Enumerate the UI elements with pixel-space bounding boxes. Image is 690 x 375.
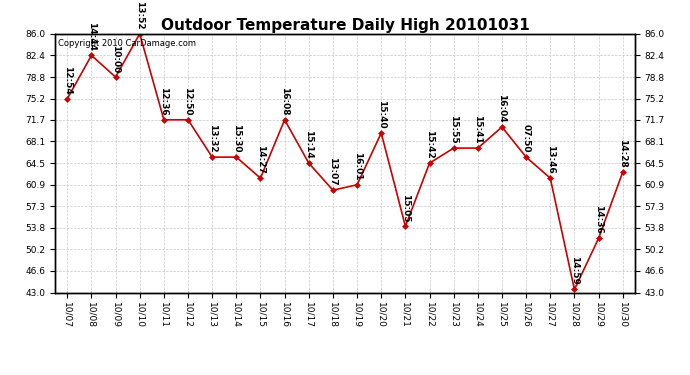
Text: 15:30: 15:30 [232, 124, 241, 153]
Text: 13:46: 13:46 [546, 145, 555, 174]
Text: 13:07: 13:07 [328, 158, 337, 186]
Text: 07:50: 07:50 [522, 124, 531, 153]
Text: Copyright 2010 CarDamage.com: Copyright 2010 CarDamage.com [58, 39, 196, 48]
Text: 13:32: 13:32 [208, 124, 217, 153]
Text: 10:00: 10:00 [111, 45, 120, 73]
Text: 15:55: 15:55 [449, 115, 458, 144]
Text: 14:59: 14:59 [570, 256, 579, 285]
Text: 12:54: 12:54 [63, 66, 72, 94]
Text: 14:44: 14:44 [87, 22, 96, 51]
Text: 14:28: 14:28 [618, 139, 627, 168]
Text: 15:14: 15:14 [304, 130, 313, 159]
Text: 15:41: 15:41 [473, 115, 482, 144]
Text: 16:04: 16:04 [497, 94, 506, 123]
Text: 13:52: 13:52 [135, 1, 144, 30]
Text: 15:40: 15:40 [377, 100, 386, 129]
Text: 16:08: 16:08 [280, 87, 289, 116]
Text: 15:42: 15:42 [425, 130, 434, 159]
Text: 12:50: 12:50 [184, 87, 193, 116]
Text: 14:27: 14:27 [256, 145, 265, 174]
Text: 16:01: 16:01 [353, 152, 362, 181]
Text: 15:05: 15:05 [401, 194, 410, 222]
Title: Outdoor Temperature Daily High 20101031: Outdoor Temperature Daily High 20101031 [161, 18, 529, 33]
Text: 14:36: 14:36 [594, 206, 603, 234]
Text: 12:36: 12:36 [159, 87, 168, 116]
